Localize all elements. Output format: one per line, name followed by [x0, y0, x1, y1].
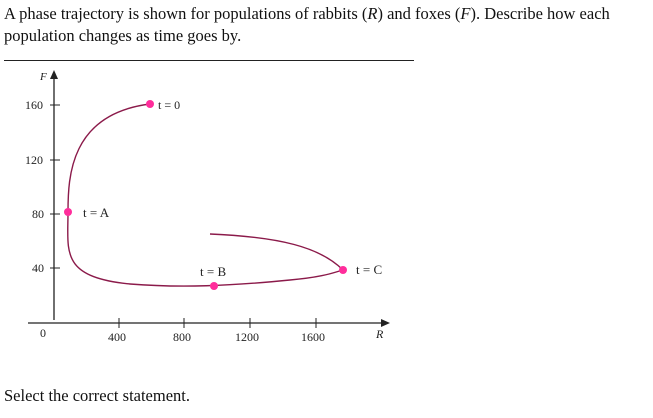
point-tA — [64, 208, 72, 216]
y-tick-label: 40 — [32, 261, 44, 275]
label-tA: t = A — [83, 205, 110, 220]
x-tick-label: 400 — [108, 330, 126, 344]
x-tick-label: 1200 — [235, 330, 259, 344]
y-tick-label: 160 — [25, 98, 43, 112]
phase-trajectory-graph: F R 0 40 80 120 160 400 800 1200 1600 t … — [25, 70, 390, 344]
label-t0: t = 0 — [158, 98, 180, 112]
x-axis-arrow — [381, 319, 390, 327]
rabbit-variable: R — [367, 4, 378, 23]
question-text: A phase trajectory is shown for populati… — [4, 3, 649, 47]
y-axis-arrow — [50, 70, 58, 79]
x-tick-label: 1600 — [301, 330, 325, 344]
fox-variable: F — [460, 4, 471, 23]
trajectory-curve — [67, 103, 345, 287]
origin-label: 0 — [40, 326, 46, 340]
label-tB: t = B — [200, 264, 226, 279]
y-tick-label: 120 — [25, 153, 43, 167]
x-axis-label: R — [375, 327, 384, 341]
point-tC — [339, 266, 347, 274]
question-part: A phase trajectory is shown for populati… — [4, 4, 368, 23]
point-t0 — [146, 100, 154, 108]
question-part: ). Describe how each population changes … — [4, 4, 610, 45]
y-axis-label: F — [39, 71, 47, 83]
divider — [4, 60, 414, 61]
y-tick-label: 80 — [32, 207, 44, 221]
point-tB — [210, 282, 218, 290]
x-tick-label: 800 — [173, 330, 191, 344]
instruction-text: Select the correct statement. — [4, 386, 190, 405]
question-part: ) and foxes ( — [377, 4, 461, 23]
label-tC: t = C — [356, 262, 382, 277]
